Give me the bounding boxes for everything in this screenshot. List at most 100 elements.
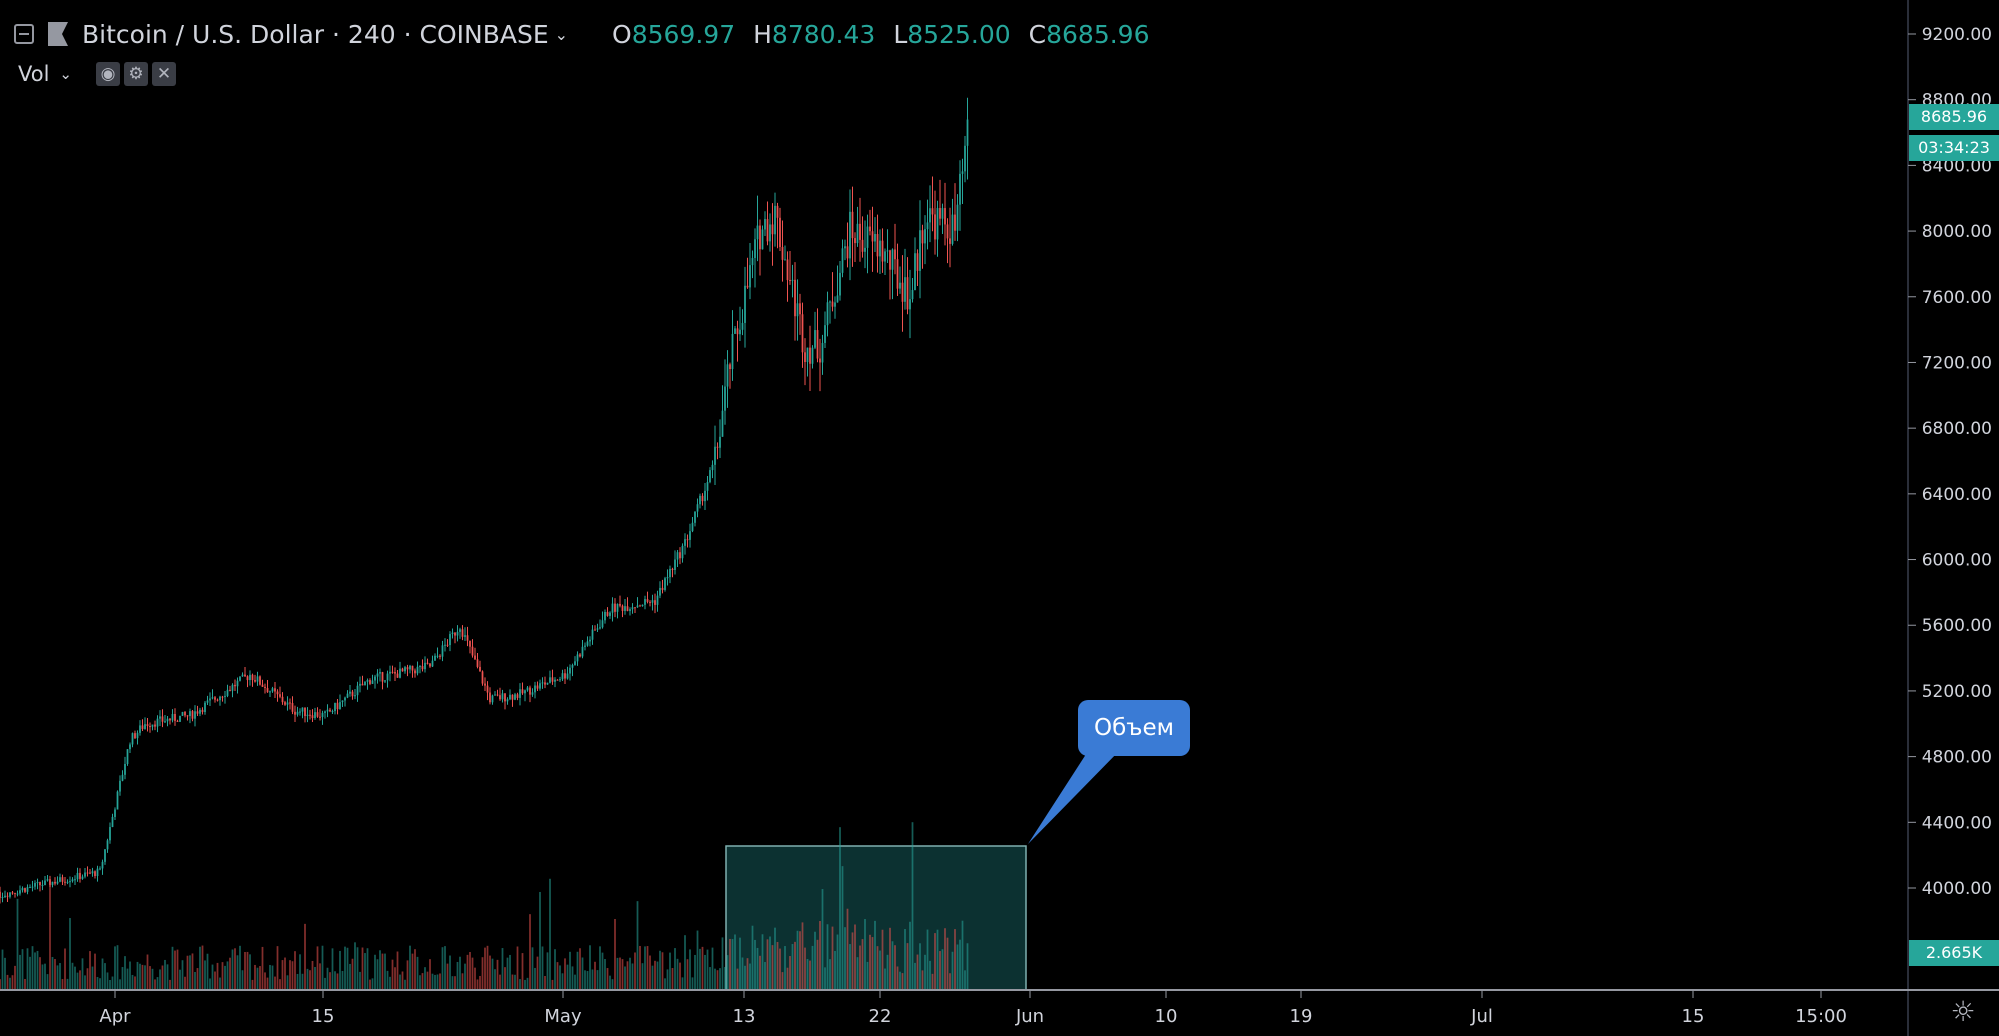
candle-body xyxy=(896,259,899,289)
volume-bar xyxy=(799,931,801,990)
candle-body xyxy=(841,248,844,273)
volume-bar xyxy=(96,976,99,990)
volume-bar xyxy=(301,973,304,990)
volume-bar xyxy=(6,974,9,990)
candle-body xyxy=(134,733,136,739)
candle-body xyxy=(379,672,381,674)
volume-bar xyxy=(444,946,446,990)
volume-bar xyxy=(821,889,824,990)
volume-bar xyxy=(569,951,571,990)
candle-body xyxy=(289,702,291,704)
candle-body xyxy=(326,709,329,712)
volume-bar xyxy=(56,965,59,990)
candle-body xyxy=(959,173,961,205)
chevron-down-icon[interactable]: ⌄ xyxy=(554,24,569,44)
volume-bar xyxy=(54,959,56,990)
close-icon[interactable]: ✕ xyxy=(152,62,176,86)
candle-body xyxy=(121,774,124,781)
volume-bar xyxy=(631,963,634,990)
volume-bar xyxy=(199,946,201,990)
x-tick-label: 15:00 xyxy=(1795,1006,1847,1027)
candle-body xyxy=(159,716,161,719)
volume-bar xyxy=(494,969,496,990)
volume-bar xyxy=(34,952,36,990)
candle-body xyxy=(314,712,316,719)
candle-body xyxy=(21,888,24,891)
volume-bar xyxy=(51,956,54,990)
chevron-down-icon[interactable]: ⌄ xyxy=(59,65,72,83)
volume-bar xyxy=(296,973,299,990)
candle-body xyxy=(941,208,944,219)
candle-body xyxy=(644,599,646,605)
volume-bar xyxy=(191,953,194,990)
volume-bar xyxy=(89,951,91,990)
candle-body xyxy=(466,635,469,641)
volume-callout[interactable]: Объем xyxy=(1078,700,1190,756)
candle-body xyxy=(469,640,471,647)
volume-bar xyxy=(316,946,319,990)
volume-bar xyxy=(616,957,619,990)
candle-body xyxy=(636,605,639,608)
candle-body xyxy=(791,279,794,281)
volume-bar xyxy=(624,966,626,990)
volume-bar xyxy=(66,978,69,990)
volume-bar xyxy=(611,979,614,990)
candle-body xyxy=(334,702,336,712)
volume-bar xyxy=(889,927,891,990)
x-tick-label: Jul xyxy=(1470,1006,1493,1027)
vol-label[interactable]: Vol xyxy=(18,62,50,86)
candle-body xyxy=(931,208,934,215)
candle-body xyxy=(884,251,886,262)
candle-body xyxy=(531,692,534,695)
candle-body xyxy=(551,677,554,682)
volume-bar xyxy=(681,977,684,990)
volume-bar xyxy=(659,950,661,990)
volume-bar xyxy=(219,977,221,990)
volume-bar xyxy=(26,948,29,990)
candle-body xyxy=(431,660,434,667)
candle-body xyxy=(214,697,216,700)
candle-body xyxy=(309,714,311,716)
volume-bar xyxy=(479,975,481,990)
volume-bar xyxy=(579,948,581,990)
ohlc-high-value: 8780.43 xyxy=(771,19,876,49)
candle-body xyxy=(169,718,171,721)
flag-icon[interactable] xyxy=(48,22,68,46)
candle-body xyxy=(406,667,409,670)
volume-bar xyxy=(371,978,374,990)
volume-bar xyxy=(421,973,424,990)
candle-body xyxy=(784,259,786,261)
collapse-icon[interactable] xyxy=(14,24,34,44)
volume-bar xyxy=(121,967,124,990)
ohlc-high-label: H xyxy=(753,19,772,49)
volume-bar xyxy=(186,955,189,990)
volume-bar xyxy=(639,945,641,990)
volume-bar xyxy=(106,972,109,990)
volume-bar xyxy=(519,979,521,990)
candle-body xyxy=(199,709,201,714)
eye-icon[interactable]: ◉ xyxy=(96,62,120,86)
volume-bar xyxy=(881,929,884,990)
candle-body xyxy=(94,871,96,877)
volume-bar xyxy=(544,976,546,990)
volume-bar xyxy=(379,950,381,990)
candle-body xyxy=(954,214,956,231)
candle-body xyxy=(486,685,489,693)
candle-body xyxy=(794,279,796,317)
candle-body xyxy=(64,881,66,883)
candle-body xyxy=(96,868,99,877)
gear-icon[interactable]: ⚙ xyxy=(124,62,148,86)
volume-bar xyxy=(556,962,559,990)
candle-body xyxy=(69,881,71,883)
volume-bar xyxy=(951,951,954,990)
candle-body xyxy=(871,231,874,242)
volume-bar xyxy=(721,937,724,990)
candle-body xyxy=(66,881,69,883)
volume-bar xyxy=(454,976,456,990)
candle-body xyxy=(854,238,856,244)
candle-body xyxy=(949,238,951,244)
volume-bar xyxy=(221,962,224,990)
chart-settings-gear-icon[interactable]: ☼ xyxy=(1950,995,1976,1028)
symbol-title[interactable]: Bitcoin / U.S. Dollar · 240 · COINBASE xyxy=(82,19,549,49)
